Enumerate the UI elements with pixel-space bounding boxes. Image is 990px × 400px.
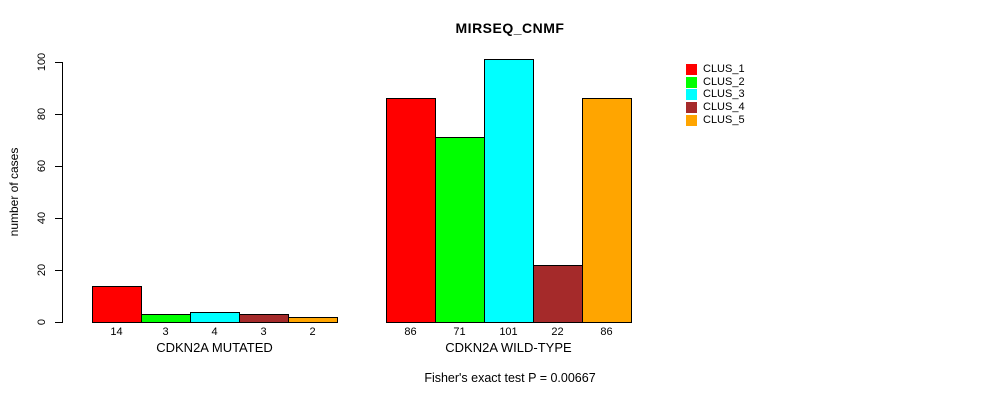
bar-clus_1-mutated [92,285,142,323]
bar-value-label: 14 [110,326,123,338]
y-axis-line [62,62,63,323]
bar-value-label: 3 [162,326,169,338]
legend-row: CLUS_1 [686,63,745,76]
legend-label: CLUS_3 [703,88,745,101]
y-tick-mark [55,270,62,271]
bar-value-label: 4 [211,326,218,338]
legend-swatch-icon [686,76,697,88]
bar-clus_2-mutated [141,314,191,323]
bar-clus_5-mutated [288,316,338,323]
y-tick-label: 100 [36,52,48,72]
bar-value-label: 71 [453,326,466,338]
legend-swatch-icon [686,89,697,101]
legend-swatch-icon [686,114,697,126]
legend-swatch-icon [686,101,697,113]
bar-value-label: 86 [600,326,613,338]
group-label-wild-type: CDKN2A WILD-TYPE [445,340,572,355]
bar-clus_1-wild-type [386,98,436,323]
bar-value-label: 2 [309,326,316,338]
legend-swatch-icon [686,63,697,75]
bar-clus_3-mutated [190,311,240,323]
bar-clus_2-wild-type [435,137,485,323]
bar-value-label: 22 [551,326,564,338]
bar-clus_3-wild-type [484,59,534,323]
legend-row: CLUS_4 [686,101,745,114]
bar-value-label: 3 [260,326,267,338]
y-axis-title: number of cases [7,147,21,237]
legend-label: CLUS_5 [703,113,745,126]
y-tick-label: 20 [36,263,48,277]
y-tick-mark [55,166,62,167]
legend: CLUS_1 CLUS_2 CLUS_3 CLUS_4 CLUS_5 [686,63,745,126]
bar-value-label: 86 [404,326,417,338]
bar-clus_4-mutated [239,314,289,323]
stat-test-note: Fisher's exact test P = 0.00667 [424,371,596,385]
y-tick-label: 80 [36,107,48,121]
group-label-mutated: CDKN2A MUTATED [156,340,273,355]
y-tick-label: 60 [36,159,48,173]
y-tick-label: 0 [36,318,48,326]
y-tick-mark [55,322,62,323]
legend-label: CLUS_4 [703,100,745,113]
legend-label: CLUS_1 [703,62,745,75]
bar-clus_5-wild-type [582,98,632,323]
y-tick-mark [55,114,62,115]
bar-clus_4-wild-type [533,264,583,323]
chart-title: MIRSEQ_CNMF [455,20,565,36]
bar-value-label: 101 [499,326,518,338]
y-tick-label: 40 [36,211,48,225]
y-tick-mark [55,62,62,63]
y-tick-mark [55,218,62,219]
legend-row: CLUS_5 [686,114,745,127]
legend-row: CLUS_2 [686,76,745,89]
legend-label: CLUS_2 [703,75,745,88]
legend-row: CLUS_3 [686,88,745,101]
